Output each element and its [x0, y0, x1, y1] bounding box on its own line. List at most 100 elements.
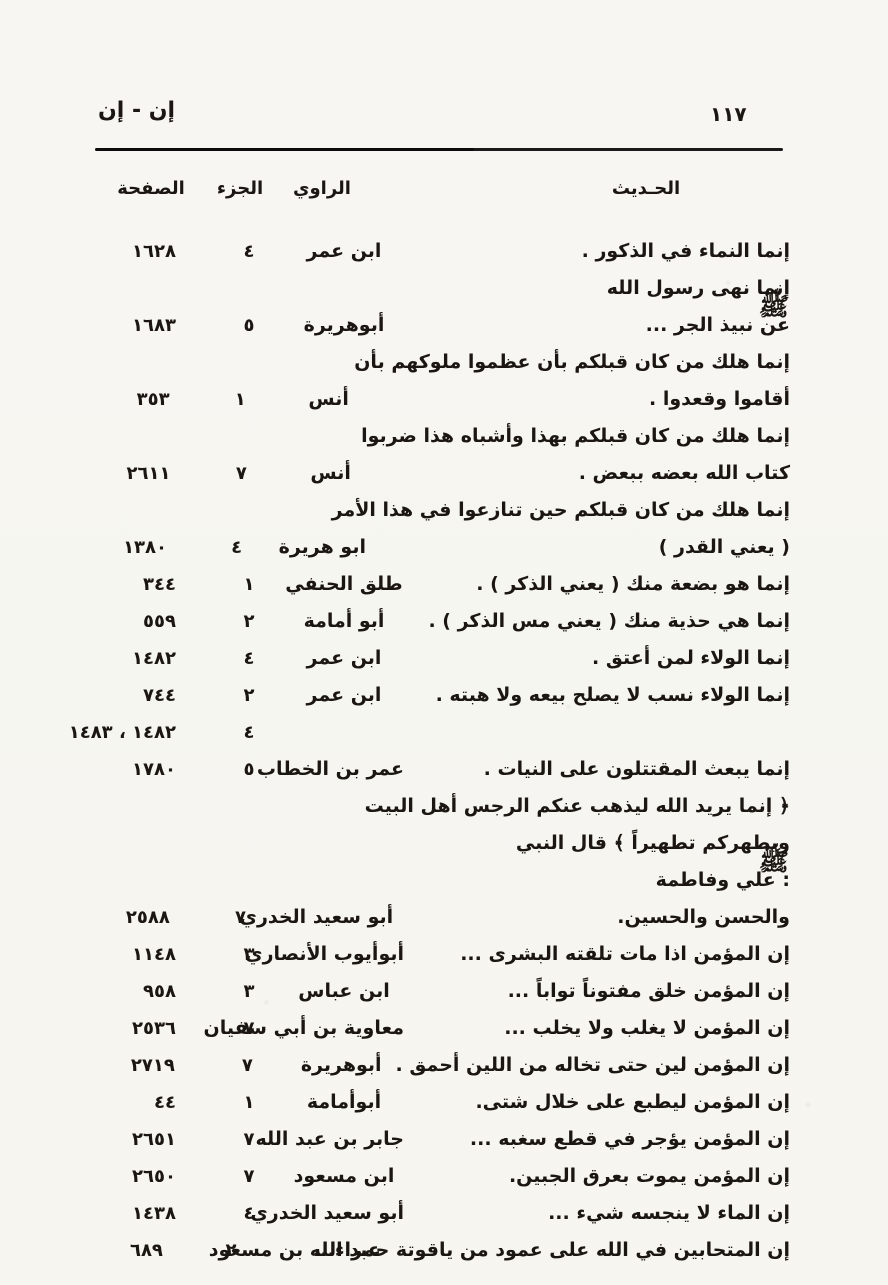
volume-cell: ٤: [243, 241, 255, 262]
volume-cell: ٤: [243, 722, 255, 743]
hadith-line: إن الماء لا ينجسه شيء ...: [548, 1202, 790, 1224]
hadith-line: إن المتحابين في الله على عمود من ياقوتة …: [313, 1239, 790, 1261]
volume-cell: ١: [243, 1092, 255, 1113]
hadith-line: إنما هو بضعة منك ( يعني الذكر ) .: [476, 573, 790, 595]
hadith-cell: إن المؤمن خلق مفتوناً تواباً ...: [404, 973, 790, 1010]
narrator-cell: أبو أمامة: [303, 610, 385, 632]
narrator-cell: ابو هريرة: [278, 536, 366, 558]
hadith-line: إن المؤمن اذا مات تلقته البشرى ...: [460, 943, 790, 965]
narrator-cell: أنس: [310, 462, 351, 484]
table-row: إن المؤمن لا يغلب ولا يخلب ... معاوية بن …: [84, 1010, 790, 1047]
page-number: ١١٧: [710, 102, 747, 126]
volume-cell: ٥: [243, 315, 255, 336]
page-ref-cell: ٩٥٨: [143, 981, 176, 1002]
table-row: إنما الولاء لمن أعتق . ابن عمر ٤ ١٤٨٢: [84, 640, 790, 677]
hadith-line: إنما النماء في الذكور .: [581, 240, 790, 262]
page-ref-cell: ٢٥٨٨: [125, 907, 170, 928]
hadith-line: إنما نهى رسول الله ﷺ عن نبيذ الجر ...: [606, 277, 790, 336]
narrator-cell: عمر بن الخطاب: [256, 758, 404, 780]
hadith-cell: إنما هو بضعة منك ( يعني الذكر ) .: [404, 566, 790, 603]
volume-cell: ٣: [243, 944, 255, 965]
column-header-page: الصفحة: [117, 178, 185, 199]
hadith-line: [404, 714, 790, 751]
page-ref-cell: ٢٦٥٠: [132, 1166, 176, 1187]
hadith-line: إن المؤمن لا يغلب ولا يخلب ...: [504, 1017, 790, 1039]
table-row: إنما يبعث المقتتلون على النيات . عمر بن ا…: [84, 751, 790, 788]
table-row: إن المؤمن خلق مفتوناً تواباً ... ابن عباس…: [84, 973, 790, 1010]
page-ref-cell: ١٦٨٣: [132, 315, 176, 336]
narrator-cell: ابن مسعود: [293, 1165, 395, 1187]
table-row: ﴿ إنما يريد الله ليذهب عنكم الرجس أهل ال…: [84, 788, 790, 936]
page-ref-cell: ٣٥٣: [136, 389, 170, 410]
volume-cell: ٢: [243, 685, 255, 706]
page-ref-cell: ٢٥٣٦: [132, 1018, 176, 1039]
hadith-line: إنما الولاء لمن أعتق .: [592, 647, 790, 669]
page-ref-cell: ٣٤٤: [143, 574, 176, 595]
narrator-cell: أبوهريرة: [303, 314, 385, 336]
volume-cell: ٣: [243, 981, 255, 1002]
hadith-line: إن المؤمن خلق مفتوناً تواباً ...: [507, 980, 790, 1002]
hadith-line: كتاب الله بعضه ببعض .: [578, 462, 790, 484]
table-row: إن المتحابين في الله على عمود من ياقوتة …: [84, 1232, 790, 1269]
table-row: إن الماء لا ينجسه شيء ... أبو سعيد الخدري…: [84, 1195, 790, 1232]
volume-cell: ٢: [243, 611, 255, 632]
header-divider: [95, 148, 783, 151]
hadith-cell: إن المؤمن يموت بعرق الجبين.: [404, 1158, 790, 1195]
table-row: إنما هو بضعة منك ( يعني الذكر ) . طلق الح…: [84, 566, 790, 603]
hadith-line: إنما هلك من كان قبلكم حين تنازعوا في هذا…: [331, 499, 790, 521]
volume-cell: ٥: [243, 759, 255, 780]
volume-cell: ٧: [243, 1166, 255, 1187]
hadith-line: إن المؤمن يموت بعرق الجبين.: [508, 1165, 790, 1187]
page-ref-cell: ٧٤٤: [143, 685, 176, 706]
hadith-cell: إن المتحابين في الله على عمود من ياقوتة …: [313, 1232, 790, 1269]
hadith-line: إنما يبعث المقتتلون على النيات .: [483, 758, 790, 780]
hadith-cell: إن المؤمن ليطبع على خلال شتى.: [404, 1084, 790, 1121]
page-ref-cell: ١٤٨٢ ، ١٤٨٣: [68, 722, 176, 743]
hadith-cell: إن المؤمن يؤجر في قطع سغبه ...: [404, 1121, 790, 1158]
hadith-cell: إنما الولاء لمن أعتق .: [404, 640, 790, 677]
table-row: إنما هي حذية منك ( يعني مس الذكر ) . أبو …: [84, 603, 790, 640]
hadith-cell: ﴿ إنما يريد الله ليذهب عنكم الرجس أهل ال…: [364, 788, 790, 936]
column-header-volume: الجزء: [216, 178, 264, 199]
page-ref-cell: ١٣٨٠: [123, 537, 168, 558]
table-row: ٤ ١٤٨٢ ، ١٤٨٣: [68, 714, 790, 751]
hadith-line: إنما هلك من كان قبلكم بأن عظموا ملوكهم ب…: [354, 351, 790, 373]
hadith-line: إنما هلك من كان قبلكم بهذا وأشباه هذا ضر…: [361, 425, 790, 447]
narrator-cell: عبد الله بن مسعود: [208, 1239, 381, 1261]
hadith-line: إن المؤمن لين حتى تخاله من اللين أحمق .: [395, 1054, 791, 1076]
hadith-line: إن المؤمن يؤجر في قطع سغبه ...: [469, 1128, 790, 1150]
hadith-cell: إن الماء لا ينجسه شيء ...: [404, 1195, 790, 1232]
table-row: إنما الولاء نسب لا يصلح بيعه ولا هبته . ا…: [84, 677, 790, 714]
page-ref-cell: ٦٨٩: [129, 1240, 163, 1261]
page-ref-cell: ١١٤٨: [132, 944, 176, 965]
table-row: إن المؤمن لين حتى تخاله من اللين أحمق . أ…: [84, 1047, 790, 1084]
column-header-hadith: الحـديث: [611, 178, 681, 199]
table-row: إن المؤمن ليطبع على خلال شتى. أبوأمامة ١ ٤٤: [84, 1084, 790, 1121]
table-row: إن المؤمن يموت بعرق الجبين. ابن مسعود ٧ ٢٦٥…: [84, 1158, 790, 1195]
narrator-cell: أبو سعيد الخدري: [239, 906, 394, 928]
page-ref-cell: ١٧٨٠: [132, 759, 176, 780]
volume-cell: ٧: [241, 1055, 253, 1076]
page-ref-cell: ٥٥٩: [143, 611, 176, 632]
table-row: إنما هلك من كان قبلكم بهذا وأشباه هذا ضر…: [84, 418, 791, 492]
hadith-cell: إنما النماء في الذكور .: [404, 233, 790, 270]
table-row: إن المؤمن يؤجر في قطع سغبه ... جابر بن عب…: [84, 1121, 790, 1158]
hadith-line: إنما الولاء نسب لا يصلح بيعه ولا هبته .: [435, 684, 790, 706]
hadith-line: ( يعني القدر ): [658, 536, 790, 558]
volume-cell: ٧: [243, 1129, 255, 1150]
hadith-cell: إنما هلك من كان قبلكم بأن عظموا ملوكهم ب…: [354, 344, 790, 418]
narrator-cell: ابن عمر: [306, 240, 382, 262]
narrator-cell: ابن عباس: [298, 980, 390, 1002]
hadith-line: والحسن والحسين.: [617, 906, 790, 928]
column-header-narrator: الراوي: [293, 178, 351, 199]
volume-cell: ٤: [231, 537, 243, 558]
hadith-line: إن المؤمن ليطبع على خلال شتى.: [475, 1091, 790, 1113]
narrator-cell: ابن عمر: [306, 684, 382, 706]
page-ref-cell: ١٦٢٨: [132, 241, 176, 262]
volume-cell: ٧: [235, 463, 247, 484]
hadith-line: إنما هي حذية منك ( يعني مس الذكر ) .: [428, 610, 790, 632]
hadith-cell: إنما الولاء نسب لا يصلح بيعه ولا هبته .: [404, 677, 790, 714]
table-row: إنما نهى رسول الله ﷺ عن نبيذ الجر ... أبو…: [84, 270, 790, 344]
hadith-line: ﴿ إنما يريد الله ليذهب عنكم الرجس أهل ال…: [364, 795, 790, 817]
